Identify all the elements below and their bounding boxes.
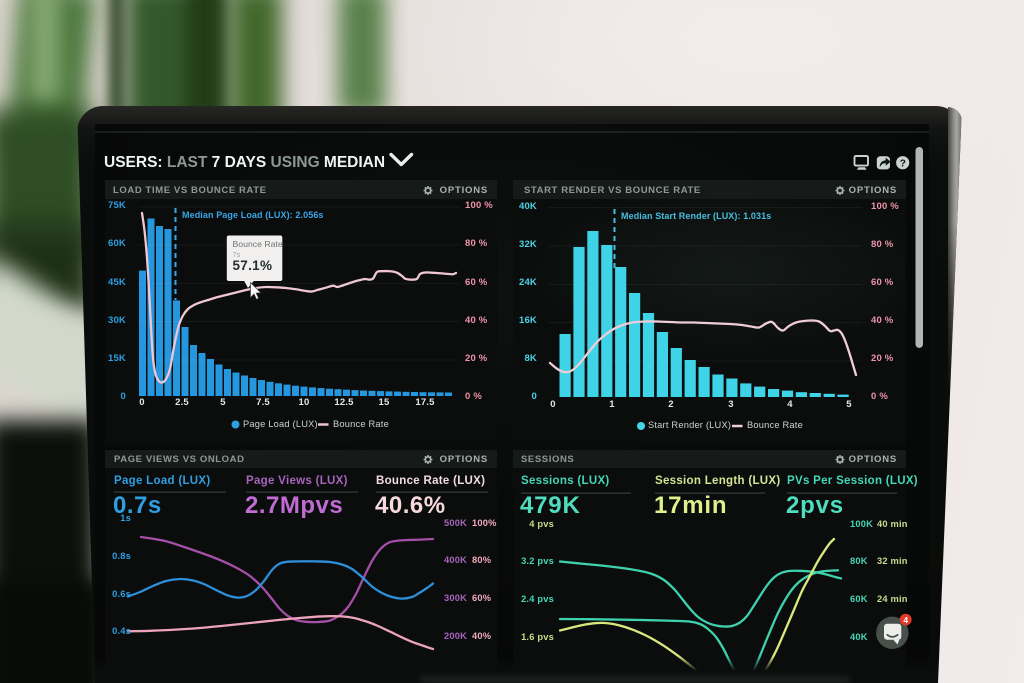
svg-text:?: ? (900, 158, 906, 169)
svg-text:4: 4 (903, 615, 908, 625)
